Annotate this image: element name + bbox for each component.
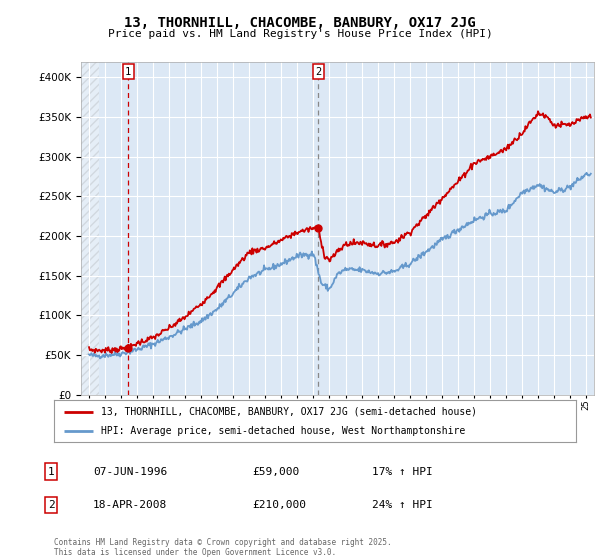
Text: 13, THORNHILL, CHACOMBE, BANBURY, OX17 2JG: 13, THORNHILL, CHACOMBE, BANBURY, OX17 2… (124, 16, 476, 30)
Text: 1: 1 (47, 466, 55, 477)
Text: 17% ↑ HPI: 17% ↑ HPI (372, 466, 433, 477)
Text: 13, THORNHILL, CHACOMBE, BANBURY, OX17 2JG (semi-detached house): 13, THORNHILL, CHACOMBE, BANBURY, OX17 2… (101, 407, 477, 417)
Text: HPI: Average price, semi-detached house, West Northamptonshire: HPI: Average price, semi-detached house,… (101, 426, 465, 436)
Text: 2: 2 (315, 67, 321, 77)
Text: £210,000: £210,000 (252, 500, 306, 510)
Bar (81, 62, 98, 395)
Text: 07-JUN-1996: 07-JUN-1996 (93, 466, 167, 477)
Text: Price paid vs. HM Land Registry's House Price Index (HPI): Price paid vs. HM Land Registry's House … (107, 29, 493, 39)
Text: £59,000: £59,000 (252, 466, 299, 477)
Text: 18-APR-2008: 18-APR-2008 (93, 500, 167, 510)
Text: Contains HM Land Registry data © Crown copyright and database right 2025.
This d: Contains HM Land Registry data © Crown c… (54, 538, 392, 557)
Text: 2: 2 (47, 500, 55, 510)
Text: 24% ↑ HPI: 24% ↑ HPI (372, 500, 433, 510)
Text: 1: 1 (125, 67, 131, 77)
Bar (81, 62, 98, 395)
